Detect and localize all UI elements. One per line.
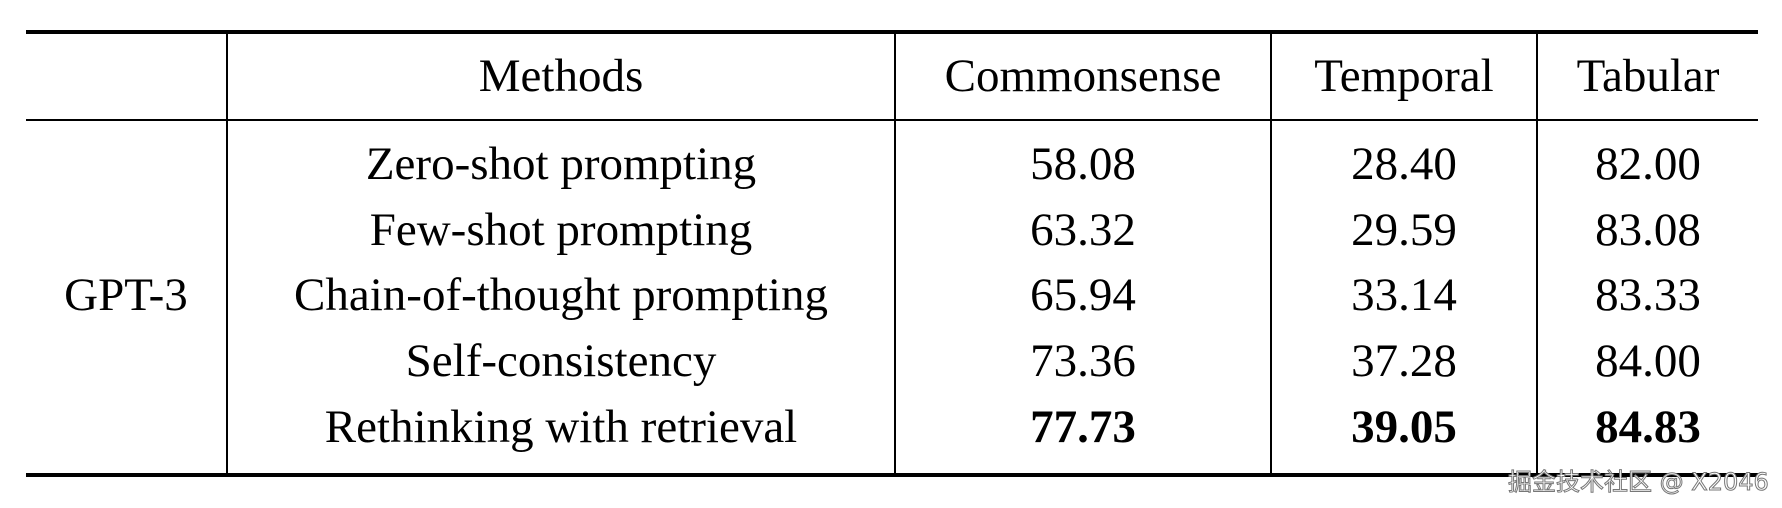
method-cell: Rethinking with retrieval xyxy=(324,401,798,453)
column-divider xyxy=(1270,33,1272,475)
header-tabular: Tabular xyxy=(1576,50,1720,102)
header-methods: Methods xyxy=(478,50,644,102)
method-cell: Few-shot prompting xyxy=(369,204,753,256)
score-cell: 82.00 xyxy=(1595,138,1701,190)
score-cell: 65.94 xyxy=(1030,269,1136,321)
column-divider xyxy=(1536,33,1538,475)
method-cell: Chain-of-thought prompting xyxy=(294,269,828,321)
score-cell: 84.00 xyxy=(1595,335,1701,387)
score-cell: 29.59 xyxy=(1351,204,1457,256)
header-rule xyxy=(26,119,1758,121)
group-label: GPT-3 xyxy=(64,269,188,321)
bottom-rule xyxy=(26,473,1758,477)
column-divider xyxy=(226,33,228,475)
score-cell: 39.05 xyxy=(1351,401,1457,453)
score-cell: 83.33 xyxy=(1595,269,1701,321)
score-cell: 33.14 xyxy=(1351,269,1457,321)
column-divider xyxy=(894,33,896,475)
score-cell: 83.08 xyxy=(1595,204,1701,256)
method-cell: Self-consistency xyxy=(405,335,717,387)
watermark: 掘金技术社区 @ X2046 xyxy=(1508,468,1770,497)
score-cell: 63.32 xyxy=(1030,204,1136,256)
score-cell: 37.28 xyxy=(1351,335,1457,387)
score-cell: 58.08 xyxy=(1030,138,1136,190)
score-cell: 73.36 xyxy=(1030,335,1136,387)
score-cell: 77.73 xyxy=(1030,401,1136,453)
header-temporal: Temporal xyxy=(1314,50,1494,102)
score-cell: 84.83 xyxy=(1595,401,1701,453)
score-cell: 28.40 xyxy=(1351,138,1457,190)
header-commonsense: Commonsense xyxy=(944,50,1222,102)
method-cell: Zero-shot prompting xyxy=(365,138,757,190)
top-rule xyxy=(26,30,1758,34)
